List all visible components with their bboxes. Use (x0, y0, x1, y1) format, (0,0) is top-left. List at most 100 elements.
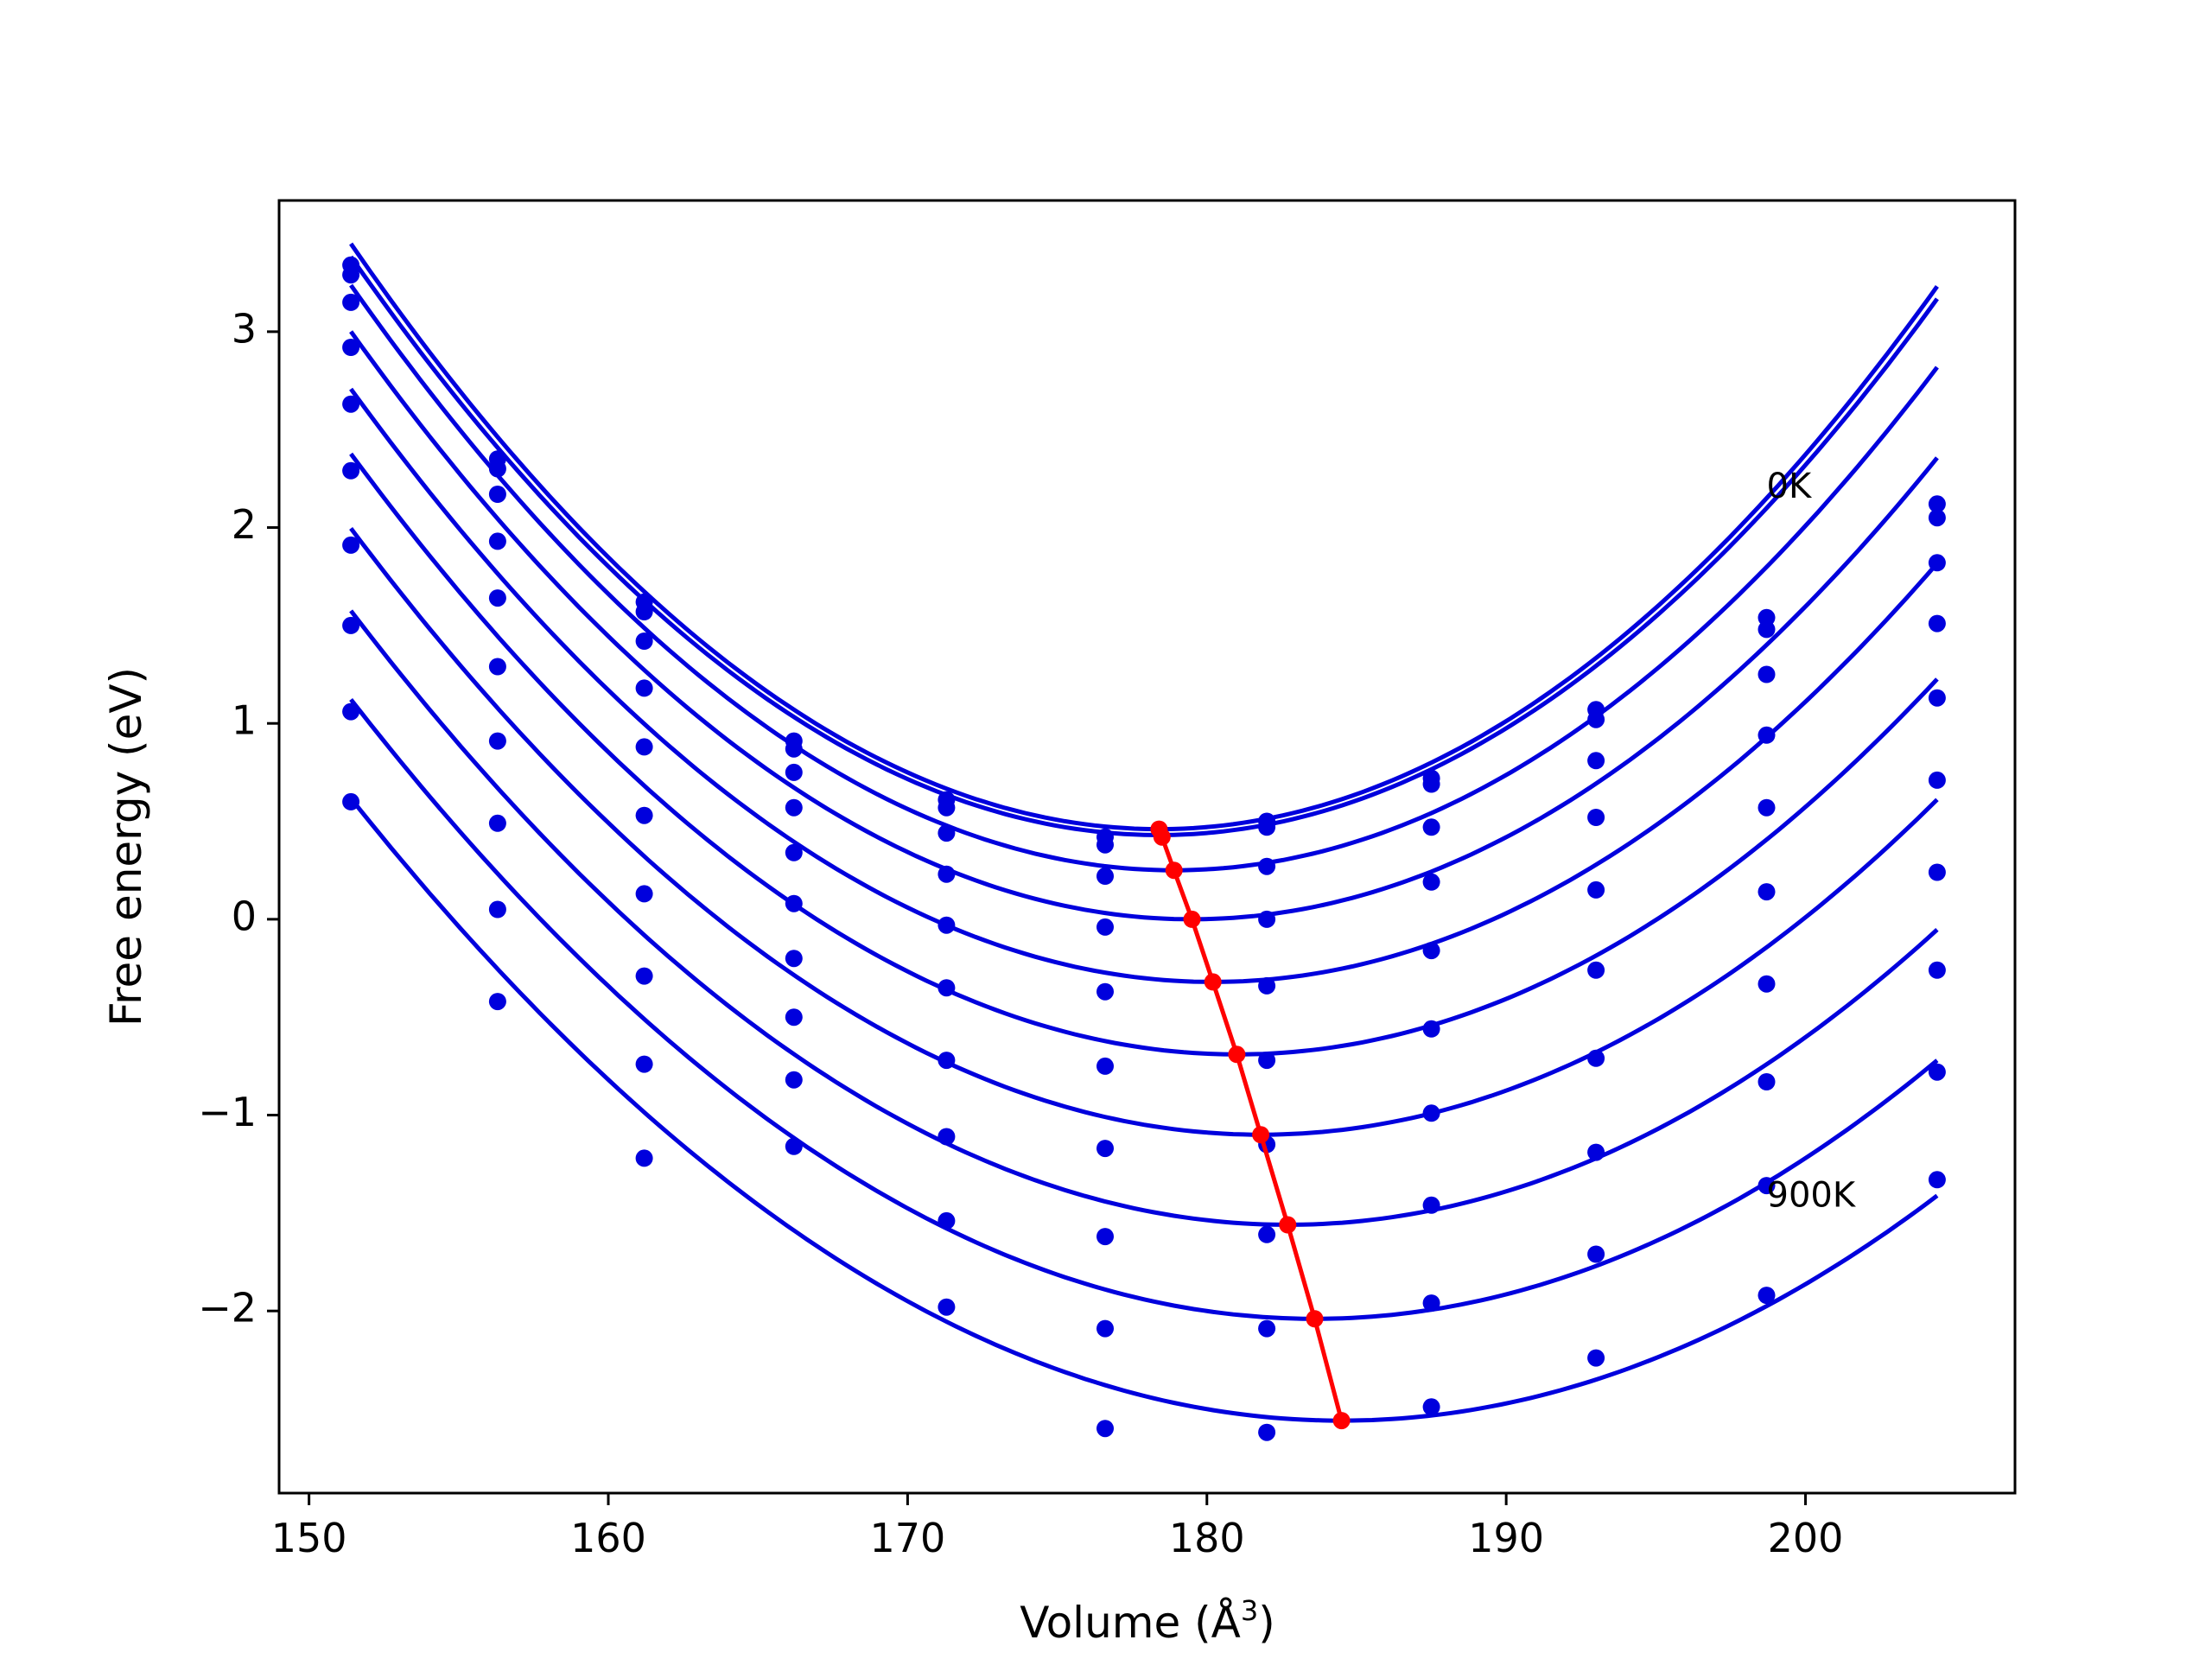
data-point-s8-9 (1758, 1177, 1776, 1195)
data-point-s1-0 (342, 266, 360, 284)
data-point-s9-5 (1096, 1420, 1114, 1438)
minimum-point-1 (1153, 828, 1171, 846)
data-point-s2-8 (1587, 752, 1605, 770)
data-point-s5-9 (1758, 883, 1776, 901)
data-point-s5-4 (938, 979, 956, 997)
data-point-s1-4 (938, 798, 956, 817)
fit-curve-9 (349, 797, 1939, 1423)
data-point-s6-2 (635, 885, 653, 903)
data-point-s2-1 (488, 486, 506, 503)
fit-curve-8 (349, 697, 1939, 1321)
data-point-s7-10 (1928, 961, 1946, 979)
data-point-s3-1 (488, 532, 506, 550)
data-point-s2-3 (785, 763, 803, 781)
fit-curve-6 (349, 526, 1939, 1137)
data-point-s3-3 (785, 798, 803, 817)
y-tick-label--2: −2 (198, 1285, 257, 1332)
data-point-s6-3 (785, 950, 803, 968)
data-point-s4-5 (1096, 982, 1114, 1001)
data-point-s9-7 (1422, 1398, 1440, 1416)
minimum-point-8 (1306, 1310, 1324, 1328)
data-point-s3-7 (1422, 873, 1440, 891)
data-point-s4-10 (1928, 689, 1946, 707)
data-point-s8-8 (1587, 1245, 1605, 1263)
data-point-s7-3 (785, 1008, 803, 1027)
data-point-s1-2 (635, 603, 653, 620)
data-point-s3-2 (635, 679, 653, 697)
data-point-s6-5 (1096, 1140, 1114, 1158)
data-point-s5-1 (488, 658, 506, 676)
data-point-s6-7 (1422, 1104, 1440, 1122)
data-point-s8-6 (1258, 1319, 1276, 1338)
fit-curve-1 (349, 255, 1939, 837)
fit-curve-7 (349, 609, 1939, 1227)
data-point-s0-10 (1928, 495, 1946, 513)
data-point-s7-1 (488, 814, 506, 832)
data-point-s7-5 (1096, 1228, 1114, 1246)
annotation-1: 900K (1767, 1176, 1857, 1216)
data-point-s7-6 (1258, 1225, 1276, 1243)
data-point-s6-9 (1758, 975, 1776, 993)
data-point-s6-1 (488, 732, 506, 750)
fit-curve-3 (349, 330, 1939, 922)
data-point-s5-10 (1928, 771, 1946, 789)
x-tick-label-200: 200 (1768, 1515, 1844, 1561)
data-point-s5-8 (1587, 961, 1605, 979)
x-tick-label-180: 180 (1169, 1515, 1245, 1561)
data-point-s2-10 (1928, 554, 1946, 572)
minimum-point-3 (1183, 910, 1201, 928)
minimum-point-5 (1228, 1046, 1246, 1064)
data-point-s8-0 (342, 702, 360, 721)
data-point-s1-10 (1928, 509, 1946, 527)
data-point-s9-2 (635, 1149, 653, 1167)
data-point-s8-10 (1928, 1063, 1946, 1081)
data-point-s5-2 (635, 806, 653, 824)
minimum-point-4 (1204, 973, 1222, 991)
data-point-s5-0 (342, 461, 360, 480)
data-point-s9-3 (785, 1137, 803, 1155)
data-point-s7-0 (342, 616, 360, 634)
data-point-s8-5 (1096, 1319, 1114, 1338)
y-axis-label: Free energy (eV) (101, 667, 151, 1027)
data-point-s9-6 (1258, 1423, 1276, 1441)
x-tick-label-150: 150 (271, 1515, 347, 1561)
fit-curve-4 (349, 387, 1939, 984)
data-point-s4-8 (1587, 880, 1605, 899)
data-point-s7-4 (938, 1128, 956, 1146)
data-point-s4-1 (488, 589, 506, 607)
x-axis-label: Volume (Å3) (1020, 1594, 1274, 1648)
minima-line (1157, 828, 1344, 1421)
data-point-s5-7 (1422, 1020, 1440, 1038)
data-point-s2-0 (342, 293, 360, 311)
data-point-s7-7 (1422, 1196, 1440, 1214)
minimum-point-7 (1279, 1216, 1297, 1234)
data-point-s8-7 (1422, 1294, 1440, 1313)
data-point-s6-10 (1928, 863, 1946, 881)
data-point-s3-0 (342, 339, 360, 356)
data-point-s8-3 (785, 1071, 803, 1089)
data-point-s3-5 (1096, 918, 1114, 936)
data-point-s4-3 (785, 843, 803, 861)
data-point-s3-9 (1758, 726, 1776, 744)
plot-area: 0K 900K (342, 242, 1946, 1441)
fit-curve-5 (349, 452, 1939, 1057)
data-point-s5-6 (1258, 1052, 1276, 1070)
minimum-point-2 (1165, 861, 1183, 880)
axis-ticks: 150 160 170 180 190 200 −2 −1 0 1 2 3 (198, 305, 1843, 1561)
data-point-s1-3 (785, 740, 803, 758)
data-point-s9-4 (938, 1298, 956, 1316)
data-point-s9-10 (1928, 1171, 1946, 1189)
data-point-s1-5 (1096, 836, 1114, 854)
data-point-s3-8 (1587, 809, 1605, 826)
data-point-s6-8 (1587, 1049, 1605, 1067)
minimum-point-9 (1332, 1412, 1351, 1430)
data-point-s3-6 (1258, 910, 1276, 928)
data-point-s6-0 (342, 536, 360, 554)
minimum-point-6 (1252, 1126, 1270, 1144)
y-tick-label-3: 3 (232, 305, 257, 352)
data-point-s1-6 (1258, 818, 1276, 836)
data-point-s5-5 (1096, 1057, 1114, 1075)
data-point-s1-7 (1422, 775, 1440, 793)
annotation-0: 0K (1767, 467, 1813, 506)
